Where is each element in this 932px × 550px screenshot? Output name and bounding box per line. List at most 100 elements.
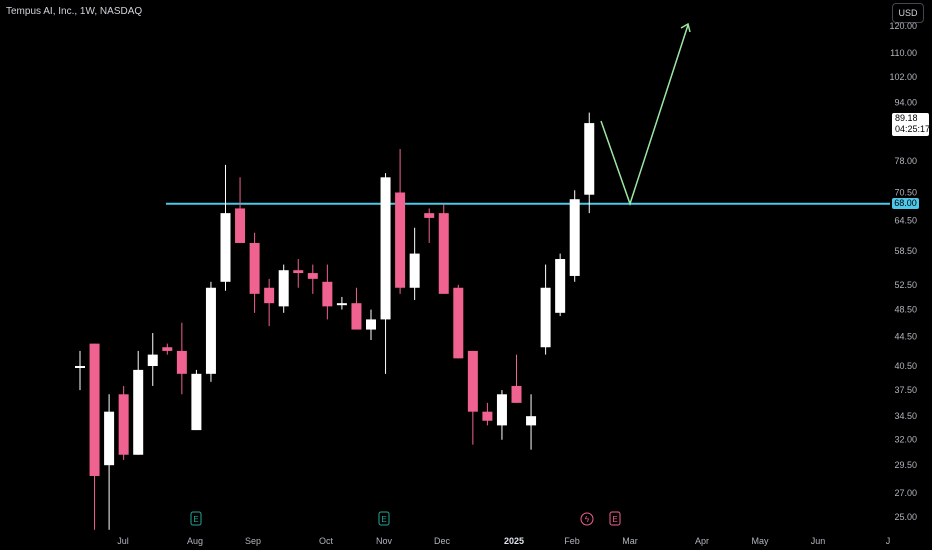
candle <box>191 369 202 431</box>
candle-body <box>278 270 289 307</box>
x-tick-label: Oct <box>319 536 334 546</box>
x-tick-label: Dec <box>434 536 451 546</box>
candle-body <box>526 416 537 426</box>
candle <box>220 164 231 291</box>
y-tick-label: 25.00 <box>894 512 917 522</box>
y-tick-label: 102.00 <box>889 72 917 82</box>
candle <box>307 264 318 294</box>
candle <box>249 232 260 313</box>
candle-body <box>482 411 493 421</box>
candle-body <box>133 369 144 455</box>
y-tick-label: 120.00 <box>889 21 917 31</box>
candle-body <box>249 242 260 294</box>
candle-body <box>395 192 406 288</box>
candle <box>395 149 406 294</box>
candle <box>409 227 420 301</box>
x-tick-label: Apr <box>695 536 709 546</box>
candle <box>496 390 507 440</box>
svg-text:ϟ: ϟ <box>585 515 590 524</box>
svg-text:E: E <box>612 515 617 524</box>
candle-body <box>438 213 449 294</box>
candle <box>75 350 85 391</box>
y-tick-label: 48.50 <box>894 305 917 315</box>
candle <box>147 333 158 386</box>
y-tick-label: 58.50 <box>894 246 917 256</box>
currency-button[interactable]: USD <box>892 3 924 23</box>
x-tick-label: 2025 <box>504 536 524 546</box>
candle <box>569 190 580 282</box>
x-tick-label: May <box>751 536 769 546</box>
x-tick-label: J <box>886 536 891 546</box>
earnings-icon[interactable]: E <box>378 511 390 526</box>
candle-body <box>366 319 376 330</box>
candle-body <box>511 385 522 403</box>
candle <box>336 296 347 310</box>
candle <box>351 287 362 330</box>
candle-body <box>220 213 231 282</box>
bar-countdown: 04:25:17 <box>895 124 931 134</box>
candle <box>162 343 173 355</box>
flash-icon[interactable]: ϟ <box>580 512 594 526</box>
candle-body <box>75 365 85 368</box>
x-tick-label: Sep <box>245 536 261 546</box>
candle <box>104 394 115 530</box>
y-tick-label: 40.50 <box>894 361 917 371</box>
y-tick-label: 37.50 <box>894 385 917 395</box>
projection-arrowhead <box>680 22 691 33</box>
y-tick-label: 34.50 <box>894 411 917 421</box>
candle-body <box>555 259 566 313</box>
x-tick-label: Mar <box>622 536 638 546</box>
svg-text:E: E <box>381 515 386 524</box>
y-tick-label: 78.00 <box>894 156 917 166</box>
earnings-icon[interactable]: E <box>190 511 202 526</box>
candle <box>264 278 275 327</box>
candle-body <box>569 199 580 276</box>
y-tick-label: 70.50 <box>894 187 917 197</box>
candle-body <box>336 303 347 306</box>
candle-body <box>235 208 246 243</box>
candle <box>380 173 391 374</box>
candle <box>235 177 246 243</box>
candle-body <box>467 350 478 412</box>
candle <box>366 309 376 341</box>
y-tick-label: 27.00 <box>894 488 917 498</box>
candle-body <box>293 270 304 274</box>
candle <box>453 284 464 359</box>
candle-body <box>496 394 507 426</box>
candle-body <box>409 253 420 288</box>
svg-text:E: E <box>193 515 198 524</box>
candle-body <box>540 287 551 348</box>
x-tick-label: Aug <box>187 536 203 546</box>
projection-path[interactable] <box>600 24 689 207</box>
y-tick-label: 64.50 <box>894 215 917 225</box>
candle-body <box>89 343 100 476</box>
candle-body <box>380 177 391 320</box>
candle <box>526 394 537 450</box>
level-price-tag: 68.00 <box>892 198 919 209</box>
x-tick-label: Nov <box>376 536 393 546</box>
candle-body <box>205 287 216 374</box>
candle <box>467 350 478 445</box>
y-tick-label: 44.50 <box>894 332 917 342</box>
candle <box>424 208 435 243</box>
candle <box>540 264 551 355</box>
candle-body <box>584 123 595 195</box>
candle <box>438 203 449 294</box>
y-tick-label: 52.50 <box>894 280 917 290</box>
x-tick-label: Jun <box>811 536 826 546</box>
candle <box>555 253 566 317</box>
candle <box>584 112 595 214</box>
candle-body <box>162 347 173 351</box>
candle <box>511 354 522 403</box>
candle-body <box>264 287 275 304</box>
candle-body <box>191 373 202 431</box>
x-tick-label: Jul <box>117 536 129 546</box>
candle-body <box>351 303 362 330</box>
last-price-tag: 89.18 04:25:17 <box>892 113 931 136</box>
candle-body <box>424 213 435 218</box>
earnings-icon[interactable]: E <box>609 511 621 526</box>
candle <box>118 385 129 460</box>
candle-body <box>176 350 187 374</box>
candle-body <box>118 394 129 455</box>
last-price-value: 89.18 <box>895 113 918 123</box>
